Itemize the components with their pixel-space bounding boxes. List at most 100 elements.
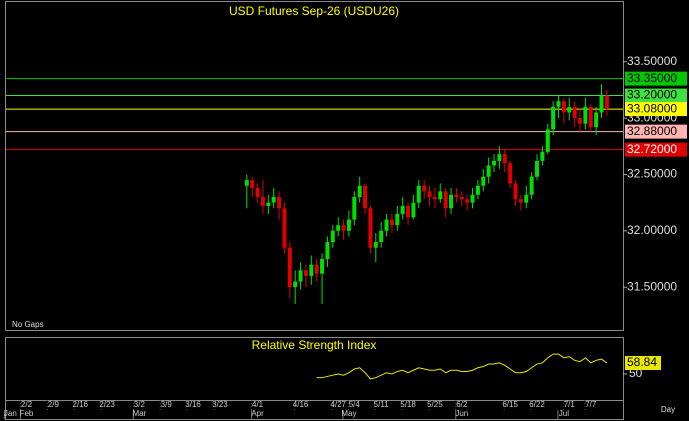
x-tick-label: 6/22 — [529, 400, 545, 409]
x-tick-label: 7/7 — [585, 400, 597, 409]
candle-body — [384, 219, 389, 231]
candle-body — [556, 101, 561, 107]
x-tick-label: 4/27 — [330, 400, 346, 409]
candle-body — [320, 258, 325, 274]
x-tick-label: 5/18 — [400, 400, 416, 409]
candle-body — [540, 151, 545, 161]
x-tick-label: 2/9 — [48, 400, 60, 409]
y-tick-label: 33.50000 — [627, 54, 677, 68]
candle-body — [443, 191, 448, 209]
candle-body — [298, 270, 303, 282]
candle-body — [277, 196, 282, 209]
candle-body — [588, 106, 593, 128]
candle-body — [293, 281, 298, 288]
candle-body — [352, 196, 357, 220]
candle-body — [400, 206, 405, 214]
candle-body — [529, 176, 534, 195]
candle-body — [599, 95, 604, 113]
candle-body — [357, 185, 362, 197]
candle-body — [583, 106, 588, 124]
x-tick-label: 6/2 — [456, 400, 468, 409]
candle-body — [346, 219, 351, 231]
candle-body — [325, 242, 330, 259]
month-label: Apr — [251, 409, 264, 418]
month-label: Jun — [455, 409, 468, 418]
candle-body — [486, 165, 491, 177]
month-label: Jul — [559, 409, 569, 418]
level-label: 32.72000 — [627, 142, 677, 156]
candle-body — [502, 154, 507, 164]
level-label: 32.88000 — [627, 124, 677, 138]
candle-body — [368, 208, 373, 248]
candle-body — [535, 160, 540, 177]
chart-title: USD Futures Sep-26 (USDU26) — [229, 4, 399, 18]
x-tick-label: 2/16 — [72, 400, 88, 409]
rsi-last-label: 58.84 — [627, 355, 657, 369]
candle-body — [266, 202, 271, 207]
level-label: 33.35000 — [627, 71, 677, 85]
month-label: Mar — [132, 409, 146, 418]
candle-body — [411, 202, 416, 218]
rsi-tag — [625, 355, 661, 370]
candle-body — [260, 196, 265, 207]
level-label: 33.08000 — [627, 101, 677, 115]
x-tick-label: 5/4 — [349, 400, 361, 409]
month-label: Feb — [20, 409, 34, 418]
level-label: 33.20000 — [627, 88, 677, 102]
candle-body — [465, 199, 470, 203]
candle-body — [244, 180, 249, 186]
rsi-title: Relative Strength Index — [252, 338, 377, 352]
candle-body — [518, 199, 523, 203]
x-tick-label: 3/16 — [185, 400, 201, 409]
candle-body — [449, 194, 454, 209]
candle-body — [470, 194, 475, 203]
level-tag — [625, 142, 687, 157]
month-label: Jan — [4, 409, 17, 418]
candle-body — [561, 101, 566, 113]
candle-body — [578, 118, 583, 124]
y-tick-label: 32.00000 — [627, 223, 677, 237]
candle-body — [594, 112, 599, 128]
candle-body — [513, 183, 518, 200]
candle-body — [604, 95, 609, 110]
candle-body — [524, 194, 529, 203]
x-tick-label: 4/16 — [293, 400, 309, 409]
x-tick-label: 6/15 — [502, 400, 518, 409]
note: No Gaps — [12, 320, 44, 329]
candle-body — [545, 129, 550, 152]
x-tick-label: 2/23 — [99, 400, 115, 409]
date-axis — [5, 400, 624, 420]
y-tick-label: 32.50000 — [627, 167, 677, 181]
x-tick-label: 3/2 — [134, 400, 146, 409]
candle-body — [373, 242, 378, 248]
candle-body — [406, 206, 411, 218]
candle-body — [567, 106, 572, 113]
level-tag — [625, 124, 687, 139]
candle-body — [492, 160, 497, 166]
candle-body — [427, 191, 432, 197]
candle-body — [438, 191, 443, 200]
candle-body — [341, 225, 346, 231]
x-tick-label: 3/9 — [161, 400, 173, 409]
level-tag — [625, 71, 687, 86]
x-tick-label: 5/11 — [374, 400, 390, 409]
x-tick-label: 7/1 — [564, 400, 576, 409]
candle-body — [314, 264, 319, 274]
y-tick-label: 31.50000 — [627, 279, 677, 293]
rsi-line — [316, 353, 608, 380]
candle-body — [255, 187, 260, 197]
candle-body — [432, 196, 437, 200]
level-tag — [625, 102, 687, 117]
candle-body — [330, 230, 335, 243]
candle-body — [551, 106, 556, 130]
x-tick-label: 5/25 — [427, 400, 443, 409]
x-tick-label: 4/1 — [252, 400, 264, 409]
candle-body — [250, 180, 255, 188]
x-unit: Day — [661, 405, 675, 414]
candle-body — [572, 106, 577, 119]
candle-body — [282, 208, 287, 248]
candle-body — [303, 270, 308, 276]
candle-body — [459, 196, 464, 200]
